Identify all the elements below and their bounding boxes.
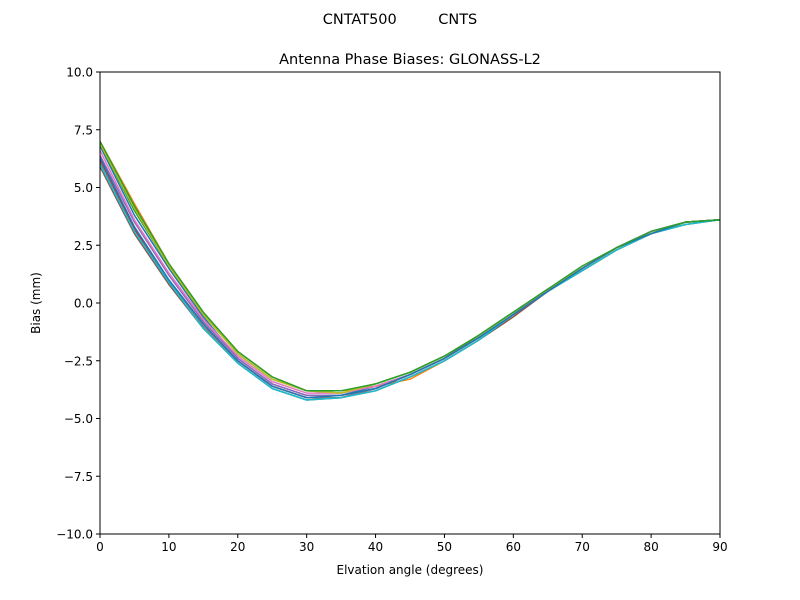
x-tick-label: 20: [230, 540, 245, 554]
x-tick-label: 0: [96, 540, 104, 554]
x-tick-label: 40: [368, 540, 383, 554]
y-tick-label: −10.0: [56, 528, 93, 542]
x-tick-label: 50: [437, 540, 452, 554]
chart-title: Antenna Phase Biases: GLONASS-L2: [279, 52, 541, 68]
y-axis-label: Bias (mm): [29, 272, 43, 334]
x-tick-label: 60: [506, 540, 521, 554]
x-tick-label: 30: [299, 540, 314, 554]
y-tick-label: 10.0: [66, 66, 93, 80]
y-tick-label: 7.5: [74, 123, 93, 137]
series-line-12: [100, 140, 720, 392]
figure-suptitle: CNTAT500 CNTS: [323, 12, 478, 28]
x-axis-label: Elvation angle (degrees): [337, 563, 484, 577]
x-tick-label: 90: [712, 540, 727, 554]
y-tick-label: −2.5: [64, 354, 93, 368]
y-tick-label: 2.5: [74, 239, 93, 253]
series-line-10: [100, 164, 720, 401]
plot-frame: [99, 71, 721, 535]
x-tick-label: 70: [575, 540, 590, 554]
y-tick-label: −5.0: [64, 412, 93, 426]
y-tick-label: 5.0: [74, 181, 93, 195]
axis-ticks: 0 10 20 30 40 50 60 70 80 90 −10.0 −7.5 −5.0 −2.5 0.0 2…: [56, 66, 727, 555]
y-tick-label: 0.0: [74, 297, 93, 311]
x-tick-label: 80: [643, 540, 658, 554]
x-tick-label: 10: [161, 540, 176, 554]
series-lines: [100, 140, 720, 401]
y-tick-label: −7.5: [64, 470, 93, 484]
